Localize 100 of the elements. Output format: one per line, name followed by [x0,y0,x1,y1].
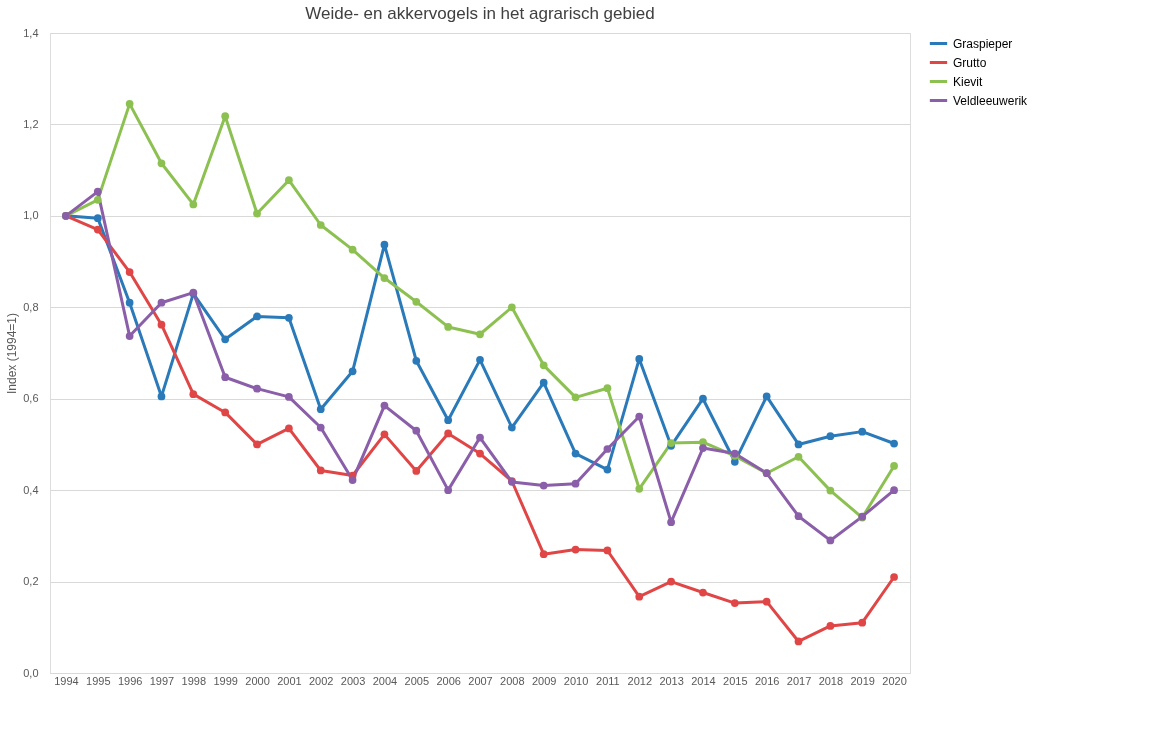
x-tick-label: 2007 [468,674,493,687]
x-tick-label: 1994 [54,674,79,687]
x-tick-label: 2018 [818,674,844,687]
point [635,355,644,363]
x-tick-label: 2008 [500,674,525,687]
point [93,195,102,204]
point [571,393,580,402]
x-tick-label: 2015 [723,674,748,687]
y-tick-label: 1,0 [23,209,39,222]
point [125,99,134,108]
point [476,355,484,364]
point [253,384,261,393]
point [93,214,102,223]
point [794,637,803,646]
point [507,303,516,312]
point [635,412,644,421]
point [890,486,898,495]
point [221,335,230,344]
point [539,361,548,370]
point [571,545,580,554]
point [539,550,548,559]
y-tick-label: 0,2 [23,575,39,588]
point [635,592,644,601]
point [380,274,389,282]
point [285,393,293,401]
y-tick-label: 0,8 [23,300,39,313]
x-tick-label: 2020 [882,674,907,687]
x-tick-label: 2013 [659,674,684,687]
y-tick-label: 1,2 [23,117,39,130]
x-tick-label: 2000 [245,674,270,687]
point [221,373,230,382]
point [348,476,357,484]
point [348,245,357,254]
point [189,200,198,209]
point [348,367,357,376]
x-tick-label: 2005 [404,674,430,687]
point [253,209,261,218]
point [444,486,453,495]
point [699,444,707,452]
y-tick-label: 1,4 [23,26,39,39]
point [253,312,261,321]
point [858,427,867,436]
point [667,577,675,586]
point [699,394,707,403]
point [858,618,867,627]
x-tick-label: 1997 [149,674,175,687]
point [221,112,230,121]
y-axis-title: Index (1994=1) [5,312,20,395]
point [507,423,516,432]
x-tick-label: 2004 [372,674,398,687]
point [412,426,421,435]
legend-label: Grutto [953,55,987,70]
x-tick-label: 2017 [786,674,812,687]
point [476,330,484,339]
point [890,573,898,581]
point [412,356,421,365]
point [476,433,484,442]
point [762,597,771,606]
point [316,423,325,432]
y-tick-label: 0,4 [23,483,39,496]
point [444,429,453,438]
point [157,298,166,307]
point [380,401,389,410]
point [157,392,166,401]
x-tick-label: 2001 [277,674,302,687]
point [762,392,771,401]
point [635,484,644,493]
x-tick-label: 2002 [309,674,334,687]
point [221,408,230,417]
point [380,430,389,439]
point [794,512,803,521]
point [444,323,453,331]
point [826,536,835,545]
point [285,313,293,322]
x-tick-label: 2006 [436,674,461,687]
x-tick-label: 1998 [181,674,207,687]
point [93,225,102,234]
point [826,622,835,630]
point [699,588,707,597]
point [316,466,325,475]
point [794,452,803,461]
point [316,221,325,229]
point [285,176,293,185]
x-tick-label: 1996 [117,674,143,687]
point [93,187,102,196]
point [285,424,293,433]
point [316,405,325,414]
point [603,384,612,393]
y-tick-label: 0,6 [23,392,39,405]
point [157,159,166,168]
x-tick-label: 2014 [691,674,716,687]
point [571,449,580,458]
point [189,390,198,399]
y-tick-label: 0,0 [23,666,39,679]
chart-title: Weide- en akkervogels in het agrarisch gebied [305,4,655,23]
point [539,378,548,387]
point [539,481,548,490]
point [476,449,484,458]
x-tick-label: 2010 [563,674,589,687]
x-tick-label: 2012 [627,674,652,687]
